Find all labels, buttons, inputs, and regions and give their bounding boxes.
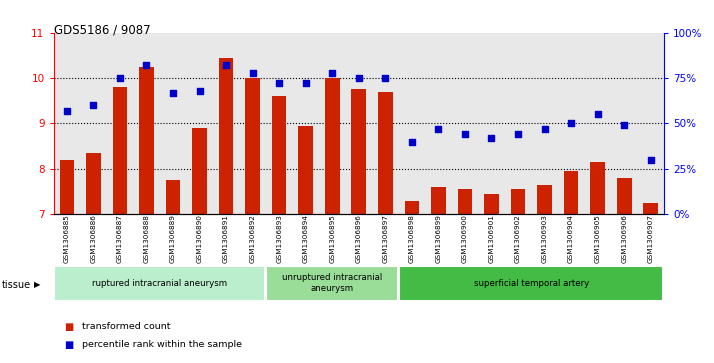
Text: superficial temporal artery: superficial temporal artery	[473, 279, 589, 287]
Text: GSM1306891: GSM1306891	[223, 214, 229, 263]
Point	[167, 90, 178, 95]
Text: GSM1306885: GSM1306885	[64, 214, 70, 263]
Bar	[192, 128, 207, 214]
Bar	[537, 185, 552, 214]
Bar	[139, 67, 154, 214]
Text: ■: ■	[64, 340, 74, 350]
Text: GSM1306887: GSM1306887	[117, 214, 123, 263]
Text: tissue: tissue	[2, 280, 31, 290]
Bar	[272, 96, 286, 214]
Point	[645, 157, 656, 163]
Point	[300, 81, 311, 86]
Text: GSM1306890: GSM1306890	[196, 214, 203, 263]
Point	[380, 75, 391, 81]
Bar	[246, 78, 260, 214]
Text: GSM1306898: GSM1306898	[409, 214, 415, 263]
Text: ■: ■	[64, 322, 74, 332]
Text: unruptured intracranial
aneurysm: unruptured intracranial aneurysm	[282, 273, 383, 293]
Bar	[511, 189, 526, 214]
Bar	[484, 194, 499, 214]
Bar	[590, 162, 605, 214]
Text: GSM1306889: GSM1306889	[170, 214, 176, 263]
Point	[486, 135, 497, 141]
Point	[273, 81, 285, 86]
Bar	[399, 266, 663, 301]
Text: GSM1306888: GSM1306888	[144, 214, 149, 263]
Bar	[325, 78, 340, 214]
Point	[221, 62, 232, 68]
Text: transformed count: transformed count	[82, 322, 171, 331]
Text: GSM1306902: GSM1306902	[515, 214, 521, 263]
Bar	[458, 189, 472, 214]
Text: ruptured intracranial aneurysm: ruptured intracranial aneurysm	[92, 279, 227, 287]
Point	[433, 126, 444, 132]
Point	[61, 108, 73, 114]
Bar	[564, 171, 578, 214]
Text: GSM1306896: GSM1306896	[356, 214, 362, 263]
Point	[247, 70, 258, 76]
Text: GSM1306895: GSM1306895	[329, 214, 336, 263]
Point	[141, 62, 152, 68]
Text: GSM1306907: GSM1306907	[648, 214, 654, 263]
Text: GSM1306904: GSM1306904	[568, 214, 574, 263]
Point	[326, 70, 338, 76]
Text: GSM1306886: GSM1306886	[91, 214, 96, 263]
Point	[565, 121, 577, 126]
Point	[618, 122, 630, 128]
Text: GSM1306905: GSM1306905	[595, 214, 600, 263]
Bar	[166, 180, 181, 214]
Bar	[86, 153, 101, 214]
Point	[193, 88, 205, 94]
Text: GSM1306893: GSM1306893	[276, 214, 282, 263]
Text: GDS5186 / 9087: GDS5186 / 9087	[54, 24, 150, 37]
Text: GSM1306901: GSM1306901	[488, 214, 495, 263]
Point	[114, 75, 126, 81]
Point	[406, 139, 418, 144]
Bar	[378, 92, 393, 214]
Text: GSM1306899: GSM1306899	[436, 214, 441, 263]
Text: GSM1306903: GSM1306903	[542, 214, 548, 263]
Text: GSM1306892: GSM1306892	[250, 214, 256, 263]
Point	[539, 126, 550, 132]
Text: GSM1306906: GSM1306906	[621, 214, 627, 263]
Point	[459, 131, 471, 137]
Bar	[643, 203, 658, 214]
Text: ▶: ▶	[34, 281, 41, 289]
Point	[353, 75, 365, 81]
Bar	[59, 160, 74, 214]
Bar	[218, 58, 233, 214]
Text: GSM1306894: GSM1306894	[303, 214, 308, 263]
Bar	[351, 89, 366, 214]
Bar	[54, 266, 266, 301]
Text: GSM1306897: GSM1306897	[382, 214, 388, 263]
Text: percentile rank within the sample: percentile rank within the sample	[82, 340, 242, 349]
Bar	[266, 266, 398, 301]
Bar	[405, 201, 419, 214]
Text: GSM1306900: GSM1306900	[462, 214, 468, 263]
Bar	[298, 126, 313, 214]
Bar	[617, 178, 631, 214]
Bar	[113, 87, 127, 214]
Point	[88, 102, 99, 108]
Bar	[431, 187, 446, 214]
Point	[592, 111, 603, 117]
Point	[513, 131, 524, 137]
